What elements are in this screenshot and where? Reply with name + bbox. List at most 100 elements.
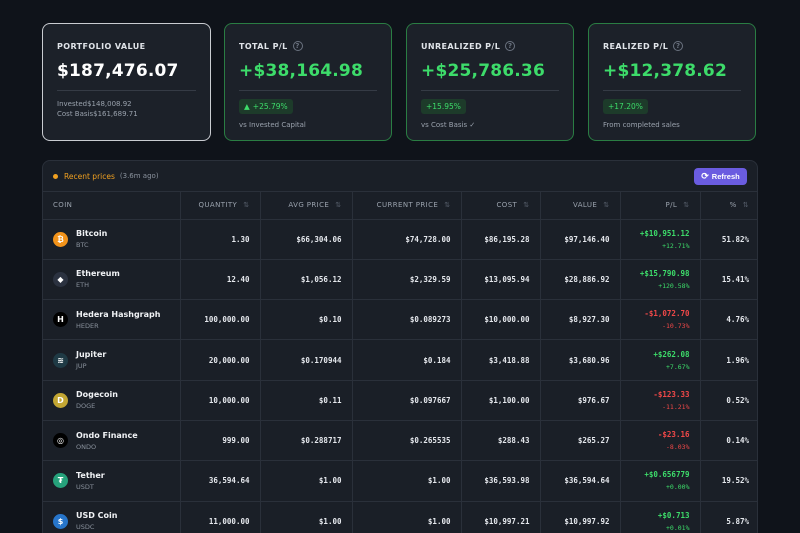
- current-price-cell: $1.00: [352, 460, 462, 502]
- invested-line: Invested$148,008.92: [57, 100, 132, 108]
- usdc-coin-icon: $: [53, 513, 68, 529]
- divider: [603, 90, 741, 91]
- value-cell: $36,594.64: [540, 460, 621, 502]
- info-icon[interactable]: ?: [292, 41, 303, 51]
- ondo-coin-icon: ◎: [53, 433, 68, 449]
- portfolio-value-card: PORTFOLIO VALUE $187,476.07 Invested$148…: [42, 23, 211, 141]
- table-row[interactable]: ≋ Jupiter JUP 20,000.00 $0.170944 $0.184 $3,41…: [43, 339, 757, 381]
- column-header-value[interactable]: VALUE ⇅: [540, 192, 621, 220]
- doge-coin-icon: D: [53, 392, 68, 408]
- coin-symbol: ONDO: [76, 442, 97, 451]
- pl-percent: +120.58%: [658, 281, 690, 290]
- info-icon[interactable]: ?: [505, 41, 516, 51]
- coin-cell: ₮ Tether USDT: [43, 460, 181, 502]
- sort-icon: ⇅: [742, 201, 749, 210]
- avg-price-cell: $1.00: [260, 501, 353, 533]
- current-price-cell: $1.00: [352, 501, 462, 533]
- coin-name: Jupiter: [76, 350, 107, 360]
- allocation-cell: 4.76%: [726, 315, 749, 325]
- table-row[interactable]: D Dogecoin DOGE 10,000.00 $0.11 $0.097667 $1,1…: [43, 380, 757, 421]
- current-price-cell: $0.265535: [352, 420, 462, 461]
- allocation-cell: 1.96%: [726, 355, 749, 365]
- unrealized-pl-note: vs Cost Basis ✓: [421, 121, 476, 129]
- quantity-cell: 1.30: [180, 219, 261, 260]
- value-cell: $976.67: [540, 380, 621, 421]
- table-row[interactable]: ₿ Bitcoin BTC 1.30 $66,304.06 $74,728.00 $86,1…: [43, 219, 757, 260]
- realized-pl-card: REALIZED P/L? +$12,378.62 +17.20% From c…: [588, 23, 756, 141]
- coin-name: Ethereum: [76, 269, 120, 279]
- column-header-percent[interactable]: % ⇅: [700, 192, 757, 220]
- cost-cell: $36,593.98: [461, 460, 541, 502]
- cost-cell: $10,000.00: [461, 299, 541, 340]
- coin-name: Bitcoin: [76, 229, 108, 239]
- unrealized-pl-badge: +15.95%: [421, 99, 466, 114]
- coin-cell: ◎ Ondo Finance ONDO: [43, 420, 181, 461]
- heder-coin-icon: H: [53, 312, 68, 328]
- pl-amount: +$262.08: [653, 349, 690, 359]
- quantity-cell: 999.00: [180, 420, 261, 461]
- column-header-cost[interactable]: COST ⇅: [461, 192, 541, 220]
- column-header-coin[interactable]: COIN: [43, 192, 181, 220]
- column-header-quantity[interactable]: QUANTITY ⇅: [180, 192, 261, 220]
- holdings-table: COIN QUANTITY ⇅ AVG PRICE ⇅ CURRENT PRICE ⇅ COS…: [43, 192, 757, 533]
- column-header-current-price[interactable]: CURRENT PRICE ⇅: [352, 192, 462, 220]
- status-dot-icon: [53, 173, 58, 179]
- cost-cell: $1,100.00: [461, 380, 541, 421]
- avg-price-cell: $0.10: [260, 299, 353, 340]
- recent-prices-age: (3.6m ago): [119, 172, 159, 180]
- table-row[interactable]: $ USD Coin USDC 11,000.00 $1.00 $1.00 $10,997.…: [43, 501, 757, 533]
- coin-name: Tether: [76, 470, 105, 480]
- column-header-pl[interactable]: P/L ⇅: [620, 192, 701, 220]
- card-title: PORTFOLIO VALUE: [57, 41, 146, 51]
- coin-cell: $ USD Coin USDC: [43, 501, 181, 533]
- pl-cell: -$123.33 -11.21%: [620, 380, 701, 421]
- value-cell: $97,146.40: [540, 219, 621, 260]
- avg-price-cell: $66,304.06: [260, 219, 353, 260]
- cost-cell: $86,195.28: [461, 219, 541, 260]
- table-row[interactable]: H Hedera Hashgraph HEDER 100,000.00 $0.10 $0.…: [43, 299, 757, 340]
- quantity-cell: 100,000.00: [180, 299, 261, 340]
- avg-price-cell: $1.00: [260, 460, 353, 502]
- total-pl-card: TOTAL P/L? +$38,164.98 ▲ +25.79% vs Inves…: [224, 23, 392, 141]
- avg-price-cell: $0.170944: [260, 339, 353, 381]
- sort-icon: ⇅: [683, 201, 690, 210]
- table-row[interactable]: ◎ Ondo Finance ONDO 999.00 $0.288717 $0.26553…: [43, 420, 757, 461]
- coin-name: USD Coin: [76, 511, 118, 521]
- coin-symbol: HEDER: [76, 321, 99, 330]
- value-cell: $265.27: [540, 420, 621, 461]
- coin-symbol: DOGE: [76, 402, 96, 411]
- refresh-button[interactable]: ⟳ Refresh: [694, 168, 747, 185]
- info-icon[interactable]: ?: [673, 41, 684, 51]
- table-row[interactable]: ◆ Ethereum ETH 12.40 $1,056.12 $2,329.59 $13,0…: [43, 259, 757, 300]
- unrealized-pl-value: +$25,786.36: [421, 61, 545, 81]
- pl-amount: -$23.16: [657, 430, 690, 440]
- realized-pl-note: From completed sales: [603, 121, 680, 129]
- pl-percent: -11.21%: [662, 402, 690, 411]
- coin-cell: D Dogecoin DOGE: [43, 380, 181, 421]
- summary-cards: PORTFOLIO VALUE $187,476.07 Invested$148…: [42, 23, 758, 141]
- cost-cell: $288.43: [461, 420, 541, 461]
- sort-icon: ⇅: [444, 201, 451, 210]
- coin-name: Ondo Finance: [76, 430, 138, 440]
- current-price-cell: $2,329.59: [352, 259, 462, 300]
- column-header-avg-price[interactable]: AVG PRICE ⇅: [260, 192, 353, 220]
- pl-cell: +$10,951.12 +12.71%: [620, 219, 701, 260]
- total-pl-value: +$38,164.98: [239, 61, 363, 81]
- value-cell: $28,886.92: [540, 259, 621, 300]
- pl-amount: +$10,951.12: [639, 228, 690, 238]
- pl-percent: +0.01%: [666, 523, 690, 532]
- avg-price-cell: $1,056.12: [260, 259, 353, 300]
- coin-name: Dogecoin: [76, 390, 118, 400]
- pl-cell: -$1,072.70 -10.73%: [620, 299, 701, 340]
- pl-percent: -8.03%: [666, 443, 690, 452]
- recent-prices-label: Recent prices: [64, 171, 115, 181]
- quantity-cell: 10,000.00: [180, 380, 261, 421]
- divider: [239, 90, 377, 91]
- table-row[interactable]: ₮ Tether USDT 36,594.64 $1.00 $1.00 $36,593.98…: [43, 460, 757, 502]
- coin-cell: ◆ Ethereum ETH: [43, 259, 181, 300]
- coin-cell: ≋ Jupiter JUP: [43, 339, 181, 381]
- current-price-cell: $0.089273: [352, 299, 462, 340]
- realized-pl-badge: +17.20%: [603, 99, 648, 114]
- current-price-cell: $74,728.00: [352, 219, 462, 260]
- current-price-cell: $0.097667: [352, 380, 462, 421]
